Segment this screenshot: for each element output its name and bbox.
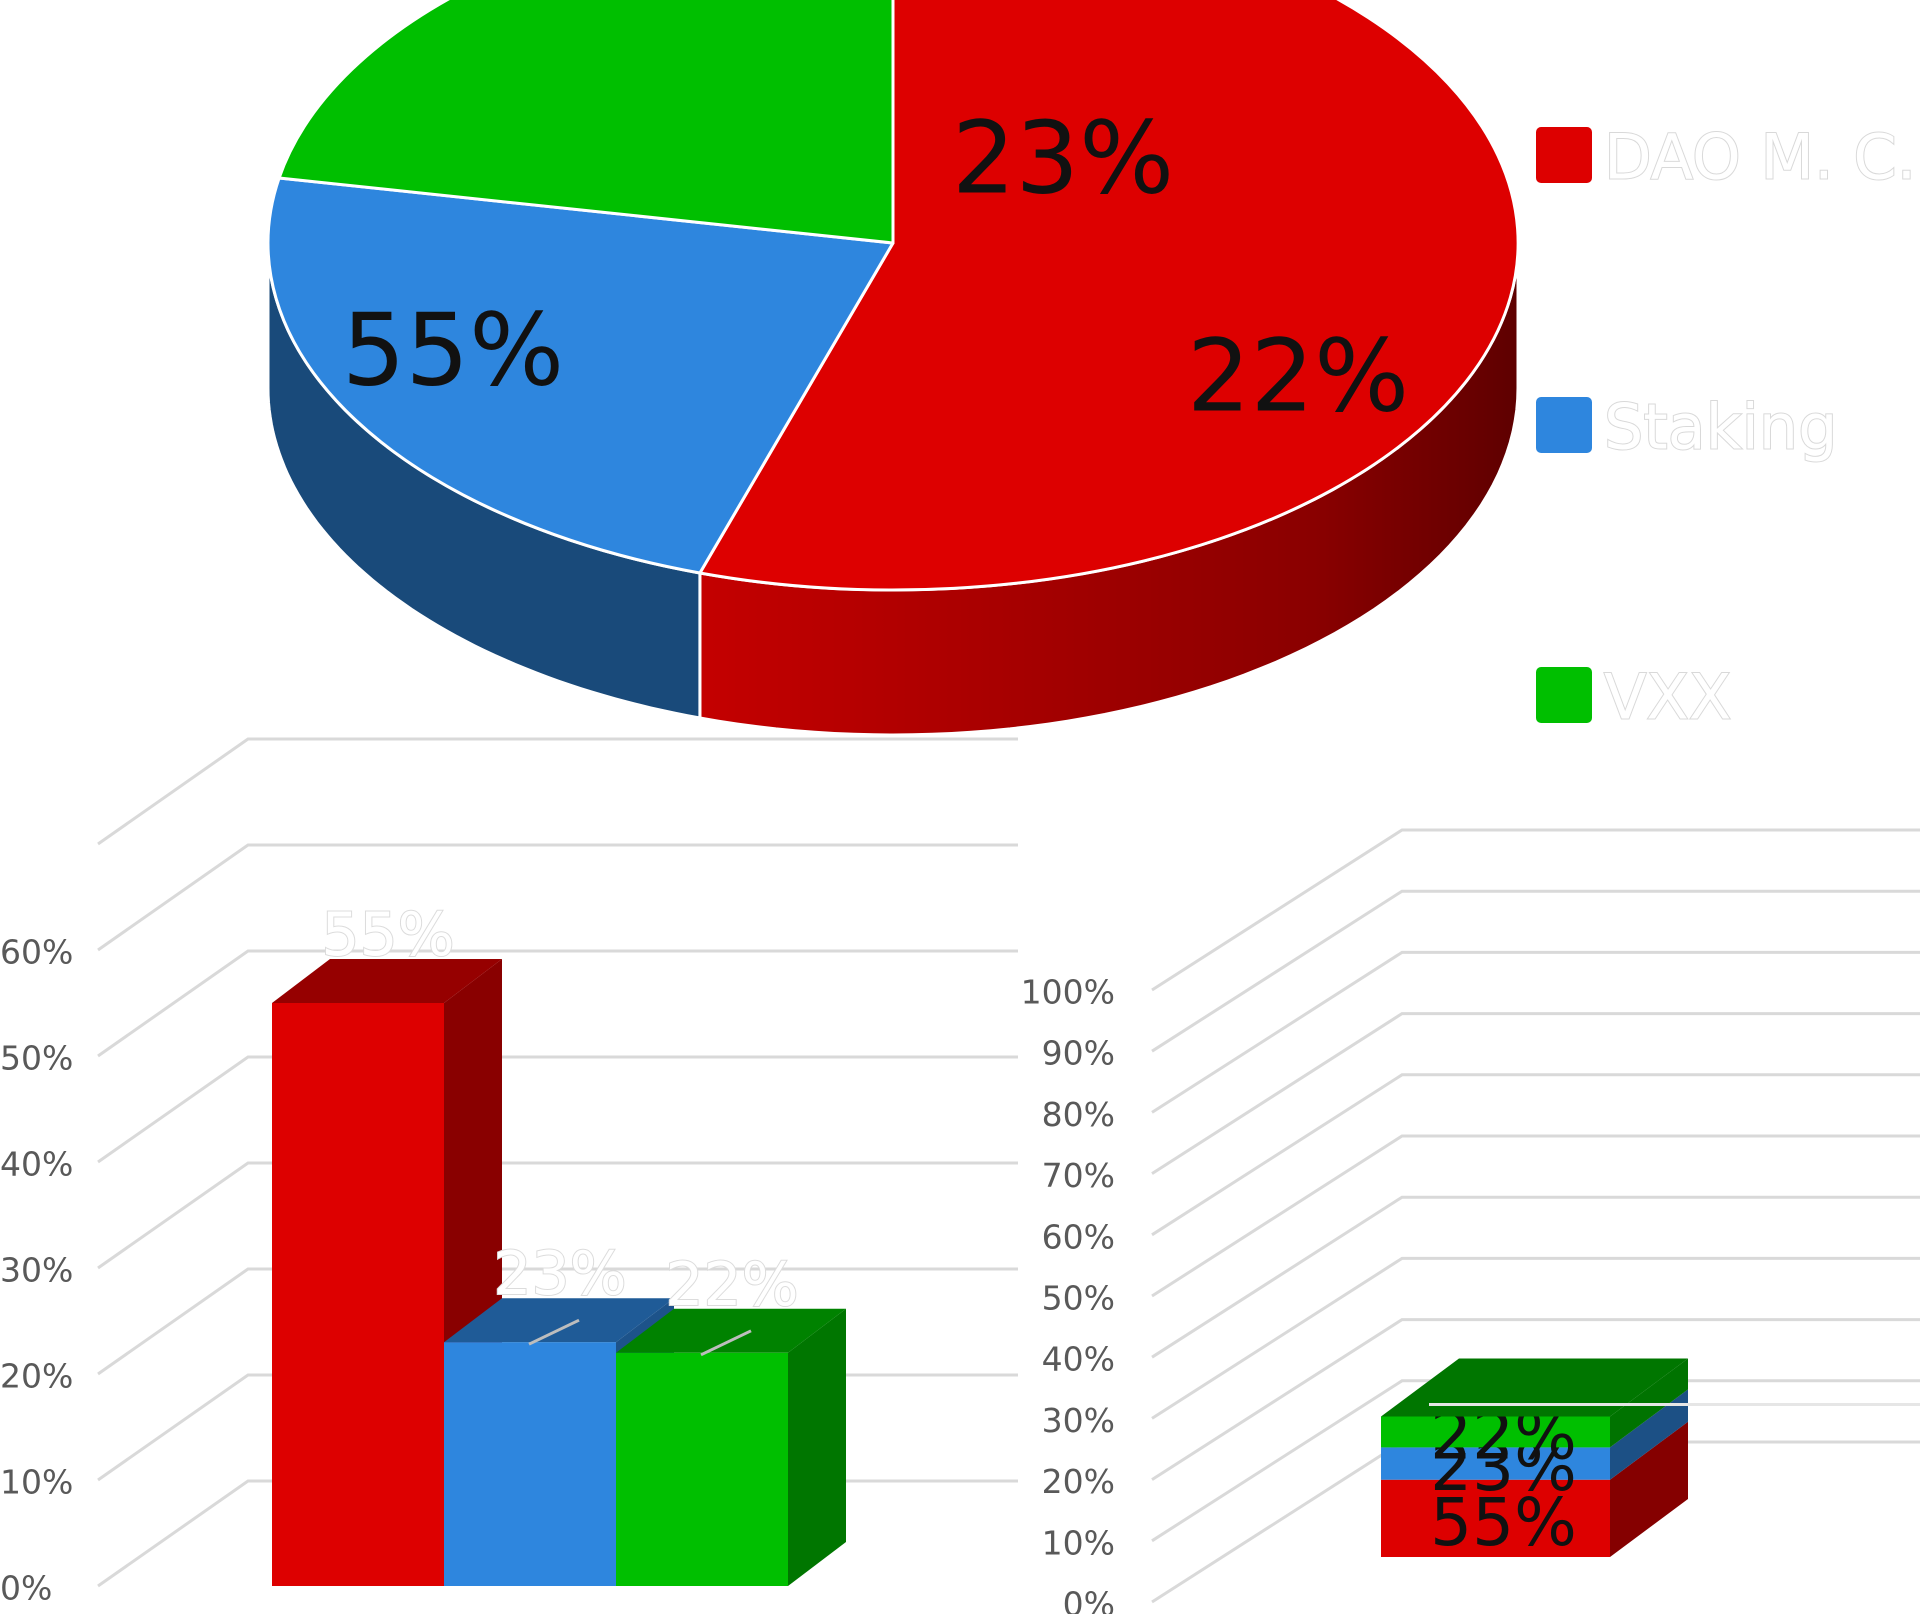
pie-chart: 55% 23%22% — [266, 0, 1520, 737]
stack-ytick-label: 10% — [1042, 1523, 1115, 1562]
bar-ytick-label: 10% — [0, 1463, 73, 1502]
bar-ytick-label: 20% — [0, 1357, 73, 1396]
bar-ytick-label: 0% — [0, 1569, 52, 1608]
stack-gridlines — [1151, 828, 1920, 1604]
stack-gridline — [1151, 1195, 1920, 1359]
stack-gridline — [1151, 889, 1920, 1053]
bar-ytick-label: 40% — [0, 1145, 73, 1184]
legend-label-1: DAO M. C. — [1604, 121, 1916, 194]
stack-segment-dao-m-c — [1381, 1421, 1688, 1557]
stack-segment-side — [1610, 1358, 1688, 1448]
legend-swatch-2 — [1536, 397, 1592, 453]
legend-swatch-3 — [1536, 667, 1592, 723]
stack-gridline — [1151, 828, 1920, 992]
bar-top — [616, 1308, 846, 1353]
stack-ytick-label: 60% — [1042, 1217, 1115, 1256]
stack-gridline — [1151, 1012, 1920, 1175]
stack-gridline — [1151, 1134, 1920, 1298]
bar-vxx — [616, 1308, 846, 1586]
bar-gridline — [97, 737, 1018, 846]
bar-front — [616, 1352, 788, 1586]
stack-ytick-label: 0% — [1063, 1585, 1115, 1614]
bar-leader-line — [528, 1318, 580, 1346]
bar-top — [272, 959, 502, 1003]
stack-ytick-label: 80% — [1042, 1095, 1115, 1134]
pie-label-dao-m-c: 55% — [342, 292, 564, 409]
bar-ytick-label: 30% — [0, 1251, 73, 1290]
pie-label-staking: 23% — [952, 100, 1174, 217]
bar-front — [272, 1003, 444, 1586]
pie-slice-vxx — [277, 0, 895, 245]
legend-swatch-1 — [1536, 127, 1592, 183]
stack-label-dao-m-c: 55% — [1430, 1484, 1577, 1561]
stack-ytick-label: 50% — [1042, 1279, 1115, 1318]
stack-segment-front — [1381, 1479, 1610, 1557]
stack-gridline — [1151, 1073, 1920, 1237]
stack-gridline — [1151, 1318, 1920, 1481]
bar-ytick-label: 50% — [0, 1039, 73, 1078]
pie-label-vxx: 22% — [1187, 318, 1409, 435]
bar-gridline — [97, 1267, 1018, 1376]
bar-data-label-staking: 23% — [493, 1239, 626, 1309]
pie-slice-dao-m-c — [698, 0, 1520, 592]
stack-ytick-label: 40% — [1042, 1340, 1115, 1379]
stack-segment-side — [1610, 1389, 1688, 1480]
bar-top — [444, 1298, 674, 1343]
stack-segment-side — [1610, 1421, 1688, 1557]
bar-data-label-dao-m-c: 55% — [321, 900, 454, 970]
stacked-bar-chart: 0%10%20%30%40%50%60%70%80%90%100%55%23%2… — [1021, 828, 1920, 1614]
bar-gridlines — [97, 737, 1018, 1588]
bar-side — [788, 1308, 846, 1586]
bar-chart: 0% 10% 20% 30% 40% 50% 60% 55% 23% 22% — [0, 737, 1018, 1608]
legend-label-3: VXX — [1604, 661, 1731, 734]
bar-gridline — [97, 843, 1018, 952]
legend-label-2: Staking — [1604, 391, 1837, 464]
stack-top-face — [1381, 1358, 1688, 1417]
stack-segment-staking — [1381, 1389, 1688, 1480]
bar-gridline — [97, 1161, 1018, 1270]
stack-ytick-label: 90% — [1042, 1034, 1115, 1073]
pie-slice-staking — [266, 176, 895, 575]
stack-gridline — [1151, 1256, 1920, 1420]
stack-ytick-label: 20% — [1042, 1462, 1115, 1501]
bar-data-label-vxx: 22% — [665, 1250, 798, 1320]
stack-ytick-label: 70% — [1042, 1156, 1115, 1195]
pie-legend: DAO M. C. Staking VXX — [1536, 120, 1917, 735]
bar-front — [444, 1342, 616, 1586]
bar-gridline — [97, 949, 1018, 1058]
stack-segment-front — [1381, 1447, 1610, 1480]
bar-gridline — [97, 1055, 1018, 1164]
bar-leader-line — [700, 1329, 752, 1357]
stack-segment-front — [1381, 1416, 1610, 1448]
stack-segment-vxx — [1381, 1358, 1688, 1448]
stack-ytick-label: 30% — [1042, 1401, 1115, 1440]
stack-ytick-label: 100% — [1021, 973, 1115, 1012]
bar-ytick-label: 60% — [0, 933, 73, 972]
bar-dao-m-c — [272, 959, 502, 1586]
stack-gridline — [1151, 950, 1920, 1114]
stack-gridline — [1151, 1379, 1920, 1543]
